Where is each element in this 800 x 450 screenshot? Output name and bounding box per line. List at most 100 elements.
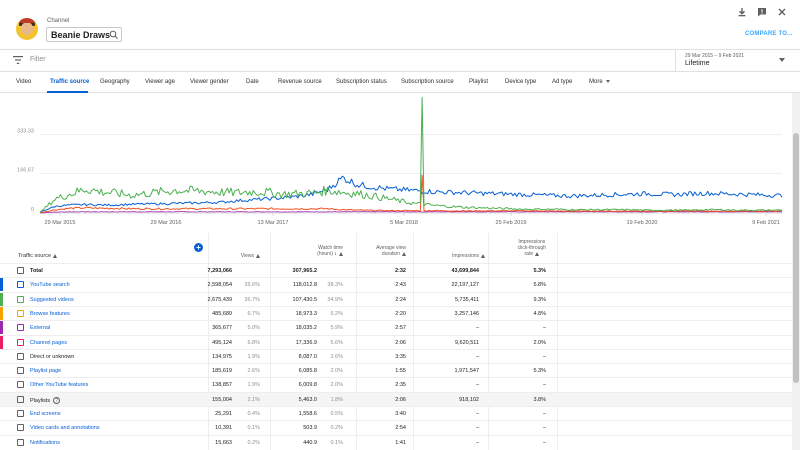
header-watch-time[interactable]: Watch time (hours)↓ bbox=[317, 245, 343, 257]
traffic-source-name: Playlists? bbox=[30, 396, 61, 404]
row-checkbox[interactable] bbox=[17, 324, 24, 332]
x-tick-label: 19 Feb 2020 bbox=[627, 220, 658, 226]
row-checkbox[interactable] bbox=[17, 309, 24, 317]
tab-viewer-age[interactable]: Viewer age bbox=[145, 79, 175, 85]
filter-input[interactable]: Filter bbox=[30, 56, 46, 63]
header-average-view-duration[interactable]: Average view duration bbox=[376, 245, 406, 257]
feedback-icon[interactable] bbox=[756, 6, 768, 18]
channel-selector[interactable]: Beanie Draws bbox=[46, 27, 122, 42]
date-range-picker[interactable]: 29 Mar 2015 – 9 Feb 2021 Lifetime bbox=[675, 50, 790, 72]
views-percent: 35.6% bbox=[244, 282, 260, 289]
tab-subscription-status[interactable]: Subscription status bbox=[336, 79, 387, 85]
watch-time-percent: 5.6% bbox=[330, 339, 343, 346]
help-icon[interactable]: ? bbox=[53, 396, 61, 404]
x-tick-label: 5 Mar 2018 bbox=[390, 220, 418, 226]
views-value: 495,124 bbox=[212, 339, 232, 346]
column-divider bbox=[270, 233, 271, 450]
filter-icon[interactable] bbox=[13, 56, 23, 64]
traffic-source-name[interactable]: Channel pages bbox=[30, 340, 67, 346]
traffic-source-name[interactable]: Video cards and annotations bbox=[30, 425, 100, 431]
row-checkbox[interactable] bbox=[17, 338, 24, 346]
compare-to-button[interactable]: COMPARE TO... bbox=[745, 31, 793, 37]
tab-device-type[interactable]: Device type bbox=[505, 79, 537, 85]
tab-revenue-source[interactable]: Revenue source bbox=[278, 79, 322, 85]
traffic-source-name[interactable]: Other YouTube features bbox=[30, 382, 88, 388]
table-row[interactable]: Direct or unknown 134,975 1.9% 8,087.0 2.6% 3… bbox=[0, 348, 792, 363]
row-checkbox[interactable] bbox=[17, 367, 24, 375]
table-row[interactable]: Video cards and annotations 10,391 0.1% 503… bbox=[0, 420, 792, 434]
close-icon[interactable] bbox=[776, 6, 788, 18]
traffic-source-name[interactable]: YouTube search bbox=[30, 282, 70, 288]
tab-subscription-source[interactable]: Subscription source bbox=[401, 79, 454, 85]
tab-video[interactable]: Video bbox=[16, 79, 32, 85]
watch-time-percent: 0.1% bbox=[330, 439, 343, 446]
search-icon[interactable] bbox=[109, 30, 119, 40]
table-row[interactable]: YouTube search 2,598,054 35.6% 118,012.8 38.… bbox=[0, 277, 792, 292]
table-row[interactable]: Suggested videos 2,675,439 36.7% 107,430.5 3… bbox=[0, 291, 792, 306]
views-percent: 0.2% bbox=[247, 439, 260, 446]
page-scrollbar[interactable] bbox=[792, 93, 800, 450]
table-row[interactable]: End screens 25,291 0.4% 1,558.6 0.5% 3:40 – – bbox=[0, 406, 792, 420]
row-checkbox[interactable] bbox=[17, 267, 24, 274]
traffic-source-name[interactable]: Suggested videos bbox=[30, 297, 74, 303]
ctr-value: – bbox=[542, 411, 546, 417]
row-checkbox[interactable] bbox=[17, 281, 24, 289]
tab-date[interactable]: Date bbox=[246, 79, 259, 85]
tab-viewer-gender[interactable]: Viewer gender bbox=[190, 79, 229, 85]
table-row[interactable]: External 365,677 5.0% 18,035.2 5.9% 2:57 – – bbox=[0, 320, 792, 335]
average-view-duration-value: 2:57 bbox=[395, 325, 406, 332]
traffic-source-name[interactable]: Notifications bbox=[30, 440, 60, 446]
traffic-source-name: Total bbox=[30, 268, 43, 274]
traffic-source-name[interactable]: External bbox=[30, 325, 50, 331]
series-line[interactable] bbox=[39, 174, 783, 214]
table-row[interactable]: Browse features 485,689 6.7% 18,973.3 6.2% 2:… bbox=[0, 305, 792, 320]
table-row[interactable]: Playlist page 185,619 2.6% 6,085.8 2.0% 1:55 1… bbox=[0, 363, 792, 377]
row-checkbox[interactable] bbox=[17, 395, 24, 403]
table-row[interactable]: Other YouTube features 138,857 1.9% 6,009.8… bbox=[0, 377, 792, 391]
row-checkbox[interactable] bbox=[17, 438, 24, 446]
watch-time-value: 1,558.6 bbox=[298, 411, 317, 417]
row-checkbox[interactable] bbox=[17, 352, 24, 360]
row-checkbox[interactable] bbox=[17, 410, 24, 417]
channel-avatar[interactable] bbox=[16, 18, 38, 40]
watch-time-value: 118,012.8 bbox=[292, 282, 317, 289]
header-ctr[interactable]: Impressions click-through rate bbox=[518, 239, 546, 257]
header-watch-time-label: Watch time bbox=[318, 245, 343, 251]
table-row[interactable]: Notifications 15,663 0.2% 440.9 0.1% 1:41 – – bbox=[0, 434, 792, 449]
channel-caption: Channel bbox=[47, 18, 70, 24]
traffic-source-name[interactable]: Browse features bbox=[30, 311, 70, 317]
scrollbar-thumb[interactable] bbox=[793, 133, 799, 383]
tab-more[interactable]: More bbox=[589, 79, 610, 85]
table-row[interactable]: Channel pages 495,124 6.8% 17,336.9 5.6% 2:06… bbox=[0, 334, 792, 349]
row-checkbox[interactable] bbox=[17, 381, 24, 389]
header-avd-label: Average view bbox=[376, 245, 406, 251]
table-row[interactable]: Playlists? 155,004 2.1% 5,463.0 1.8% 2:06 918,… bbox=[0, 391, 792, 406]
watch-time-value: 6,009.8 bbox=[298, 382, 317, 389]
tab-geography[interactable]: Geography bbox=[100, 79, 130, 85]
header-impressions[interactable]: Impressions bbox=[452, 253, 485, 259]
watch-time-value: 503.9 bbox=[303, 425, 317, 432]
watch-time-value: 18,035.2 bbox=[295, 325, 317, 332]
add-column-icon[interactable]: + bbox=[194, 243, 203, 252]
download-icon[interactable] bbox=[736, 6, 748, 18]
row-checkbox[interactable] bbox=[17, 424, 24, 432]
traffic-chart[interactable]: 0 166.67 333.33 29 Mar 2015 29 Mar 2016 13 M… bbox=[0, 93, 800, 233]
header-views-label: Views bbox=[240, 253, 254, 259]
views-percent: 1.9% bbox=[247, 382, 260, 389]
row-checkbox[interactable] bbox=[17, 295, 24, 303]
tab-playlist[interactable]: Playlist bbox=[469, 79, 489, 85]
tab-traffic-source[interactable]: Traffic source bbox=[50, 79, 90, 85]
series-line[interactable] bbox=[39, 96, 783, 213]
watch-time-value: 307,965.2 bbox=[292, 268, 317, 274]
traffic-source-label: End screens bbox=[30, 411, 61, 417]
column-divider bbox=[208, 233, 209, 450]
traffic-source-name[interactable]: End screens bbox=[30, 411, 61, 417]
active-tab-indicator bbox=[47, 91, 88, 93]
header-views[interactable]: Views bbox=[241, 253, 260, 259]
tab-ad-type[interactable]: Ad type bbox=[552, 79, 573, 85]
traffic-source-name[interactable]: Playlist page bbox=[30, 368, 61, 374]
watch-time-value: 5,463.0 bbox=[298, 396, 317, 403]
series-line[interactable] bbox=[39, 175, 783, 213]
header-traffic-source[interactable]: Traffic source bbox=[18, 253, 58, 259]
total-row[interactable]: Total 7,293,066 307,965.2 2:32 43,699,844 5.3… bbox=[0, 263, 792, 277]
